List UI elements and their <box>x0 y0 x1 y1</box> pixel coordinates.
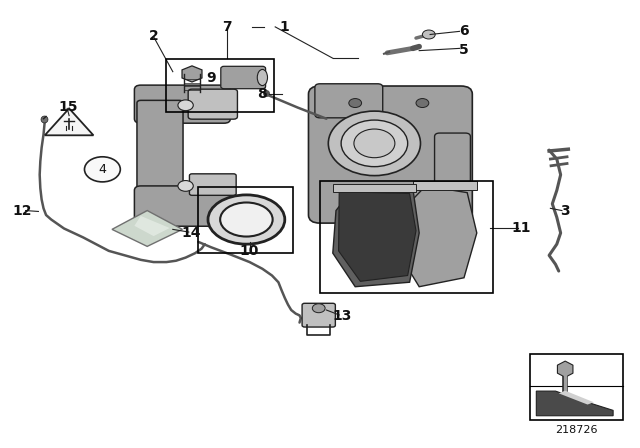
Circle shape <box>422 30 435 39</box>
Text: 3: 3 <box>560 204 570 219</box>
FancyBboxPatch shape <box>308 86 472 223</box>
Text: 11: 11 <box>512 221 531 236</box>
Circle shape <box>328 111 420 176</box>
Text: 218726: 218726 <box>555 425 598 435</box>
Circle shape <box>84 157 120 182</box>
Circle shape <box>416 99 429 108</box>
Text: 2: 2 <box>148 29 159 43</box>
Bar <box>333 184 416 192</box>
Ellipse shape <box>220 202 273 237</box>
Text: 7: 7 <box>222 20 232 34</box>
Text: 9: 9 <box>206 71 216 86</box>
FancyBboxPatch shape <box>137 100 183 195</box>
Text: 15: 15 <box>59 99 78 114</box>
Ellipse shape <box>257 69 268 86</box>
FancyBboxPatch shape <box>358 201 429 224</box>
Text: 12: 12 <box>13 204 32 219</box>
Text: 8: 8 <box>257 87 268 101</box>
Text: 4: 4 <box>99 163 106 176</box>
Circle shape <box>341 120 408 167</box>
Text: 13: 13 <box>333 309 352 323</box>
Text: 14: 14 <box>181 226 200 240</box>
Text: 6: 6 <box>459 24 469 39</box>
Text: 1: 1 <box>280 20 290 34</box>
Ellipse shape <box>208 195 285 244</box>
Polygon shape <box>400 186 477 287</box>
Bar <box>166 59 274 112</box>
FancyBboxPatch shape <box>221 66 266 89</box>
FancyBboxPatch shape <box>315 84 383 118</box>
FancyBboxPatch shape <box>189 174 236 195</box>
Circle shape <box>349 99 362 108</box>
Text: 5: 5 <box>459 43 469 57</box>
FancyBboxPatch shape <box>435 133 470 185</box>
FancyBboxPatch shape <box>188 89 237 119</box>
Bar <box>320 181 493 293</box>
Polygon shape <box>134 216 170 236</box>
Circle shape <box>178 181 193 191</box>
Polygon shape <box>339 192 416 281</box>
Polygon shape <box>333 186 419 287</box>
FancyBboxPatch shape <box>134 85 230 123</box>
Bar <box>198 187 293 253</box>
Polygon shape <box>182 66 202 82</box>
Text: 10: 10 <box>240 244 259 258</box>
Polygon shape <box>559 391 594 405</box>
Polygon shape <box>536 391 613 416</box>
FancyBboxPatch shape <box>302 303 335 327</box>
Circle shape <box>312 304 325 313</box>
Circle shape <box>354 129 395 158</box>
Bar <box>413 181 477 190</box>
Bar <box>530 354 623 420</box>
Polygon shape <box>557 361 573 377</box>
Polygon shape <box>112 211 182 246</box>
Polygon shape <box>45 108 93 135</box>
Circle shape <box>178 100 193 111</box>
FancyBboxPatch shape <box>134 186 230 226</box>
